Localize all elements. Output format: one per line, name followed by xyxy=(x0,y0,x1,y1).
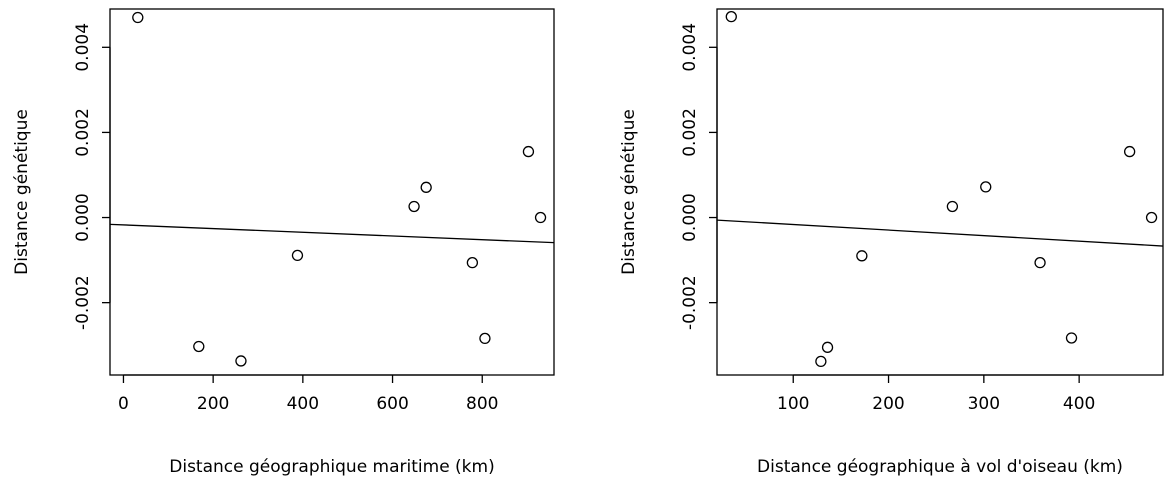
data-point xyxy=(1145,211,1158,224)
data-point xyxy=(856,250,868,262)
x-tick-label: 100 xyxy=(777,394,809,414)
x-tick-label: 400 xyxy=(287,394,319,414)
panel-right-straight-line: 100 200 300 400 -0.002 0.000 0.002 0.004 Distanc… xyxy=(619,8,1164,477)
x-tick-label: 600 xyxy=(376,394,408,414)
data-point xyxy=(1065,332,1078,344)
x-tick-label: 200 xyxy=(197,394,229,414)
data-point xyxy=(534,211,547,224)
data-point xyxy=(980,181,992,193)
x-tick-label: 300 xyxy=(968,394,1000,414)
y-tick-label: 0.004 xyxy=(73,23,93,72)
y-tick-label: 0.002 xyxy=(73,108,93,157)
y-tick-label: 0.000 xyxy=(680,193,700,242)
x-tick-label: 800 xyxy=(466,394,498,414)
regression-line xyxy=(109,223,555,244)
data-point xyxy=(408,200,420,213)
data-point xyxy=(420,181,432,193)
plot-frame xyxy=(109,8,555,376)
x-axis-title: Distance géographique à vol d'oiseau (km… xyxy=(757,457,1123,477)
data-point xyxy=(466,256,479,269)
panel-left-maritime: 0 200 400 600 800 -0.002 0.000 0.002 0.004 Distan… xyxy=(12,8,555,477)
y-tick-label: 0.004 xyxy=(680,23,700,72)
data-point xyxy=(1034,256,1046,269)
regression-line xyxy=(716,219,1164,247)
y-tick-label: 0.002 xyxy=(680,108,700,157)
y-tick-label: 0.000 xyxy=(73,193,93,242)
data-point xyxy=(479,332,491,345)
data-point xyxy=(725,11,737,23)
data-point xyxy=(815,355,827,368)
plot-frame xyxy=(716,8,1164,376)
y-axis-title: Distance génétique xyxy=(12,109,32,275)
data-point xyxy=(522,145,535,158)
data-point xyxy=(821,341,834,353)
data-point xyxy=(235,355,247,367)
y-tick-label: -0.002 xyxy=(73,275,93,330)
x-axis-title: Distance géographique maritime (km) xyxy=(169,457,494,477)
data-point xyxy=(291,249,304,262)
x-tick-label: 400 xyxy=(1063,394,1095,414)
data-point xyxy=(132,11,144,24)
y-axis-title: Distance génétique xyxy=(619,109,639,275)
data-point xyxy=(1123,145,1136,158)
x-tick-label: 200 xyxy=(872,394,904,414)
data-point xyxy=(193,340,205,353)
x-tick-label: 0 xyxy=(118,394,129,414)
data-point xyxy=(946,200,959,213)
y-tick-label: -0.002 xyxy=(680,275,700,330)
